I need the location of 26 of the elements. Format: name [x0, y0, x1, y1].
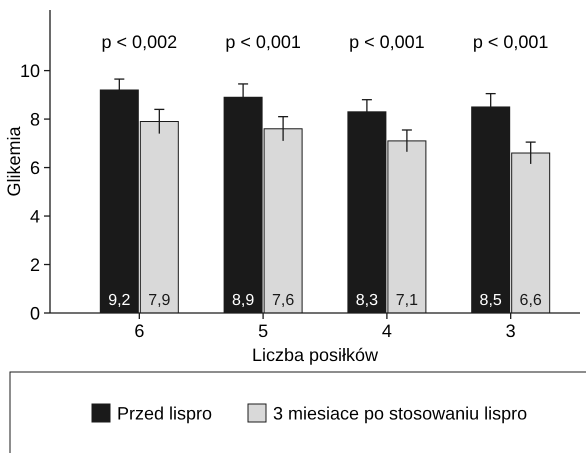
- x-tick-label: 4: [382, 321, 392, 341]
- data-label: 7,1: [396, 292, 418, 309]
- y-tick-label: 2: [30, 254, 40, 275]
- y-tick-label: 4: [30, 206, 40, 226]
- annotation: p < 0,001: [472, 32, 548, 52]
- x-tick-label: 5: [258, 321, 268, 341]
- annotation: p < 0,001: [349, 32, 425, 52]
- legend-label: 3 miesiace po stosowaniu lispro: [273, 403, 528, 424]
- data-label: 7,9: [148, 292, 171, 309]
- x-tick-label: 6: [134, 321, 144, 341]
- data-label: 6,6: [520, 292, 542, 309]
- data-label: 8,9: [232, 292, 254, 309]
- x-axis-title: Liczba posiłków: [252, 345, 380, 365]
- legend-label: Przed lispro: [117, 403, 212, 424]
- y-axis-title: Glikemia: [4, 126, 24, 197]
- data-label: 9,2: [108, 292, 131, 309]
- data-label: 7,6: [272, 292, 294, 309]
- annotation: p < 0,001: [225, 32, 301, 52]
- y-tick-label: 10: [20, 60, 40, 81]
- y-tick-label: 0: [30, 303, 40, 324]
- y-tick-label: 8: [30, 109, 40, 130]
- annotation: p < 0,002: [102, 32, 178, 52]
- data-label: 8,5: [480, 292, 502, 309]
- data-label: 8,3: [356, 292, 378, 309]
- x-tick-label: 3: [506, 321, 516, 341]
- y-tick-label: 6: [30, 158, 40, 178]
